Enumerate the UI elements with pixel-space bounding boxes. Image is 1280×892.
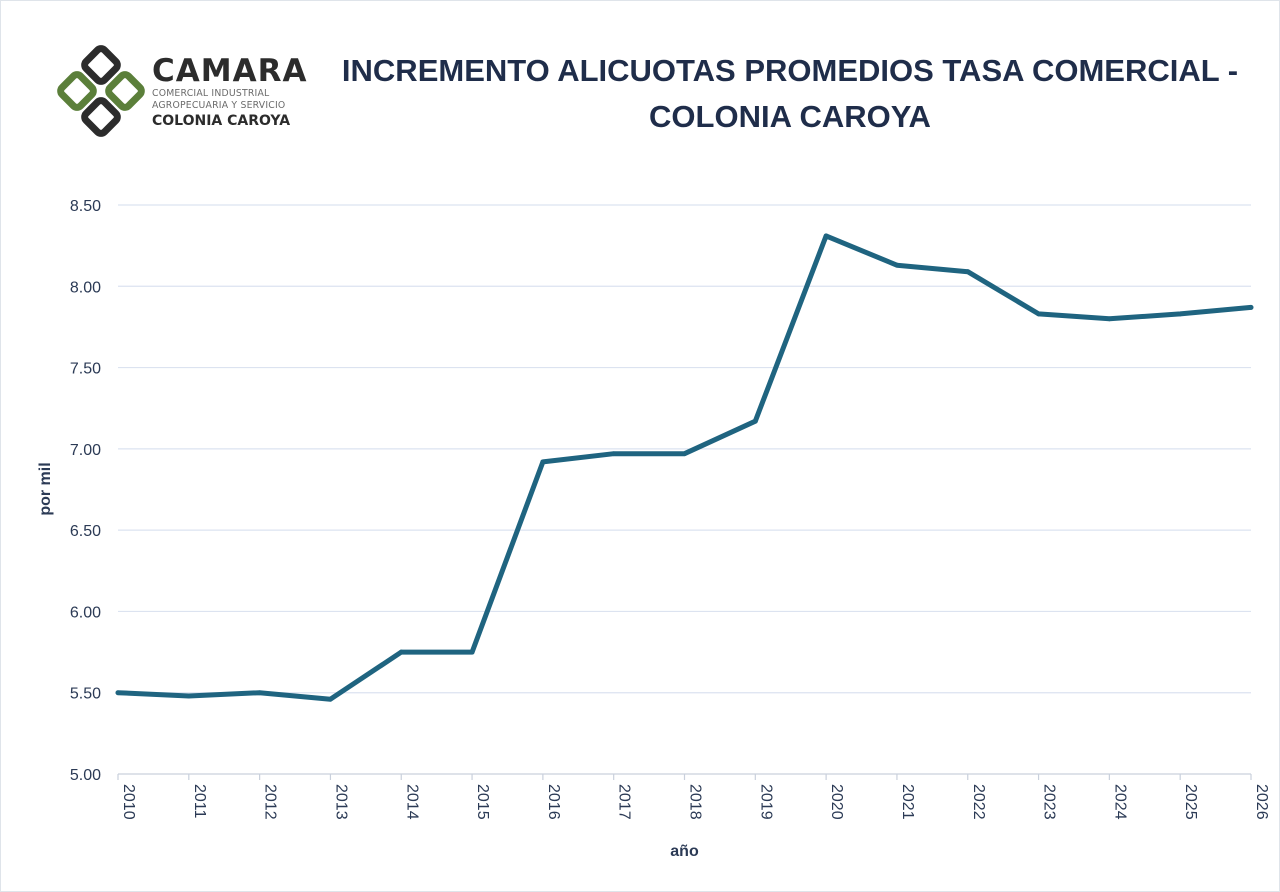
x-tick-label: 2019	[757, 784, 774, 820]
data-point	[965, 269, 971, 275]
data-point	[682, 451, 687, 457]
series-line	[115, 233, 1254, 702]
x-tick-label: 2020	[828, 784, 845, 820]
logo-diamond-left	[57, 71, 97, 111]
chart-title-line-1: INCREMENTO ALICUOTAS PROMEDIOS TASA COME…	[341, 53, 1239, 88]
x-tick-label: 2012	[262, 784, 279, 820]
data-point	[257, 690, 263, 696]
y-tick-label: 5.00	[70, 767, 101, 784]
x-tick-label: 2011	[191, 784, 208, 819]
logo-subtitle-1: COMERCIAL INDUSTRIAL	[152, 88, 270, 99]
data-point	[398, 649, 404, 655]
data-point	[540, 459, 546, 465]
y-tick-label: 7.50	[70, 361, 101, 378]
data-point	[469, 649, 475, 655]
data-point	[115, 690, 121, 696]
x-tick-label: 2021	[899, 784, 916, 820]
data-point	[1106, 316, 1112, 322]
logo-city: COLONIA CAROYA	[152, 113, 291, 129]
data-point	[752, 418, 758, 424]
chart-title: INCREMENTO ALICUOTAS PROMEDIOS TASA COME…	[340, 48, 1240, 140]
x-tick-label: 2013	[332, 784, 349, 820]
x-tick-label: 2015	[474, 784, 491, 820]
y-tick-label: 5.50	[70, 686, 101, 703]
x-tick-label: 2023	[1041, 784, 1058, 820]
logo: CAMARA COMERCIAL INDUSTRIAL AGROPECUARIA…	[52, 42, 332, 142]
data-point	[894, 262, 900, 268]
y-axis-title: por mil	[37, 462, 54, 515]
chart-title-line-2: COLONIA CAROYA	[649, 99, 931, 134]
data-point	[611, 451, 617, 457]
logo-name: CAMARA	[152, 53, 308, 89]
x-tick-label: 2017	[616, 784, 633, 820]
logo-diamond-bottom	[81, 97, 121, 137]
y-tick-label: 6.00	[70, 604, 101, 621]
x-axis-title: año	[670, 843, 699, 860]
data-point	[1177, 311, 1183, 317]
data-point	[823, 233, 829, 239]
x-tick-label: 2026	[1253, 784, 1270, 820]
data-point	[1036, 311, 1041, 317]
data-point	[328, 696, 333, 702]
y-tick-label: 8.50	[70, 198, 101, 215]
y-tick-label: 7.00	[70, 442, 101, 459]
x-tick-label: 2024	[1111, 784, 1128, 820]
logo-diamond-top	[81, 45, 121, 85]
x-tick-label: 2018	[687, 784, 704, 820]
x-tick-label: 2025	[1182, 784, 1199, 820]
y-tick-label: 6.50	[70, 523, 101, 540]
logo-diamonds-icon	[57, 45, 145, 137]
x-tick-label: 2016	[545, 784, 562, 820]
logo-subtitle-2: AGROPECUARIA Y SERVICIO	[152, 100, 286, 111]
x-tick-label: 2014	[403, 784, 420, 820]
data-point	[1248, 305, 1254, 310]
data-point	[186, 693, 192, 699]
x-tick-label: 2022	[970, 784, 987, 820]
x-tick-label: 2010	[120, 784, 137, 820]
logo-diamond-right	[105, 71, 145, 111]
y-tick-label: 8.00	[70, 279, 101, 296]
